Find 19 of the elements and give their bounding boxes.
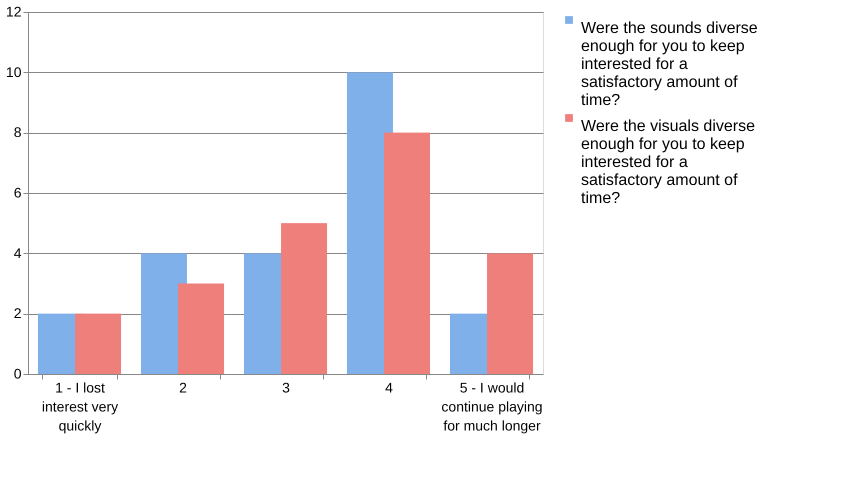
y-tick-label: 4	[14, 244, 22, 261]
x-tick-label: 4	[385, 380, 394, 396]
y-tick-label: 0	[14, 366, 22, 382]
bar	[384, 132, 430, 374]
bar	[487, 253, 534, 374]
x-tick-label: 1 - I lost interest very quickly	[42, 380, 118, 434]
x-tick-label: 5 - I would continue playing for much longer	[441, 380, 543, 434]
bar	[75, 314, 122, 374]
x-tick-label: 3	[282, 380, 290, 396]
y-tick-label: 2	[14, 305, 22, 322]
bar	[281, 223, 328, 374]
y-tick-label: 12	[6, 4, 22, 20]
bar	[178, 284, 224, 374]
legend-label: Were the visuals diverse enough for you to keep interested for a satisfactory amount of time?	[581, 118, 756, 207]
y-tick-label: 10	[6, 64, 22, 80]
legend-label: Were the sounds diverse enough for you to keep interested for a satisfactory amount of time?	[581, 20, 758, 109]
x-tick-label: 2	[179, 380, 188, 396]
y-tick-label: 8	[14, 124, 22, 140]
y-tick-label: 6	[14, 184, 22, 200]
